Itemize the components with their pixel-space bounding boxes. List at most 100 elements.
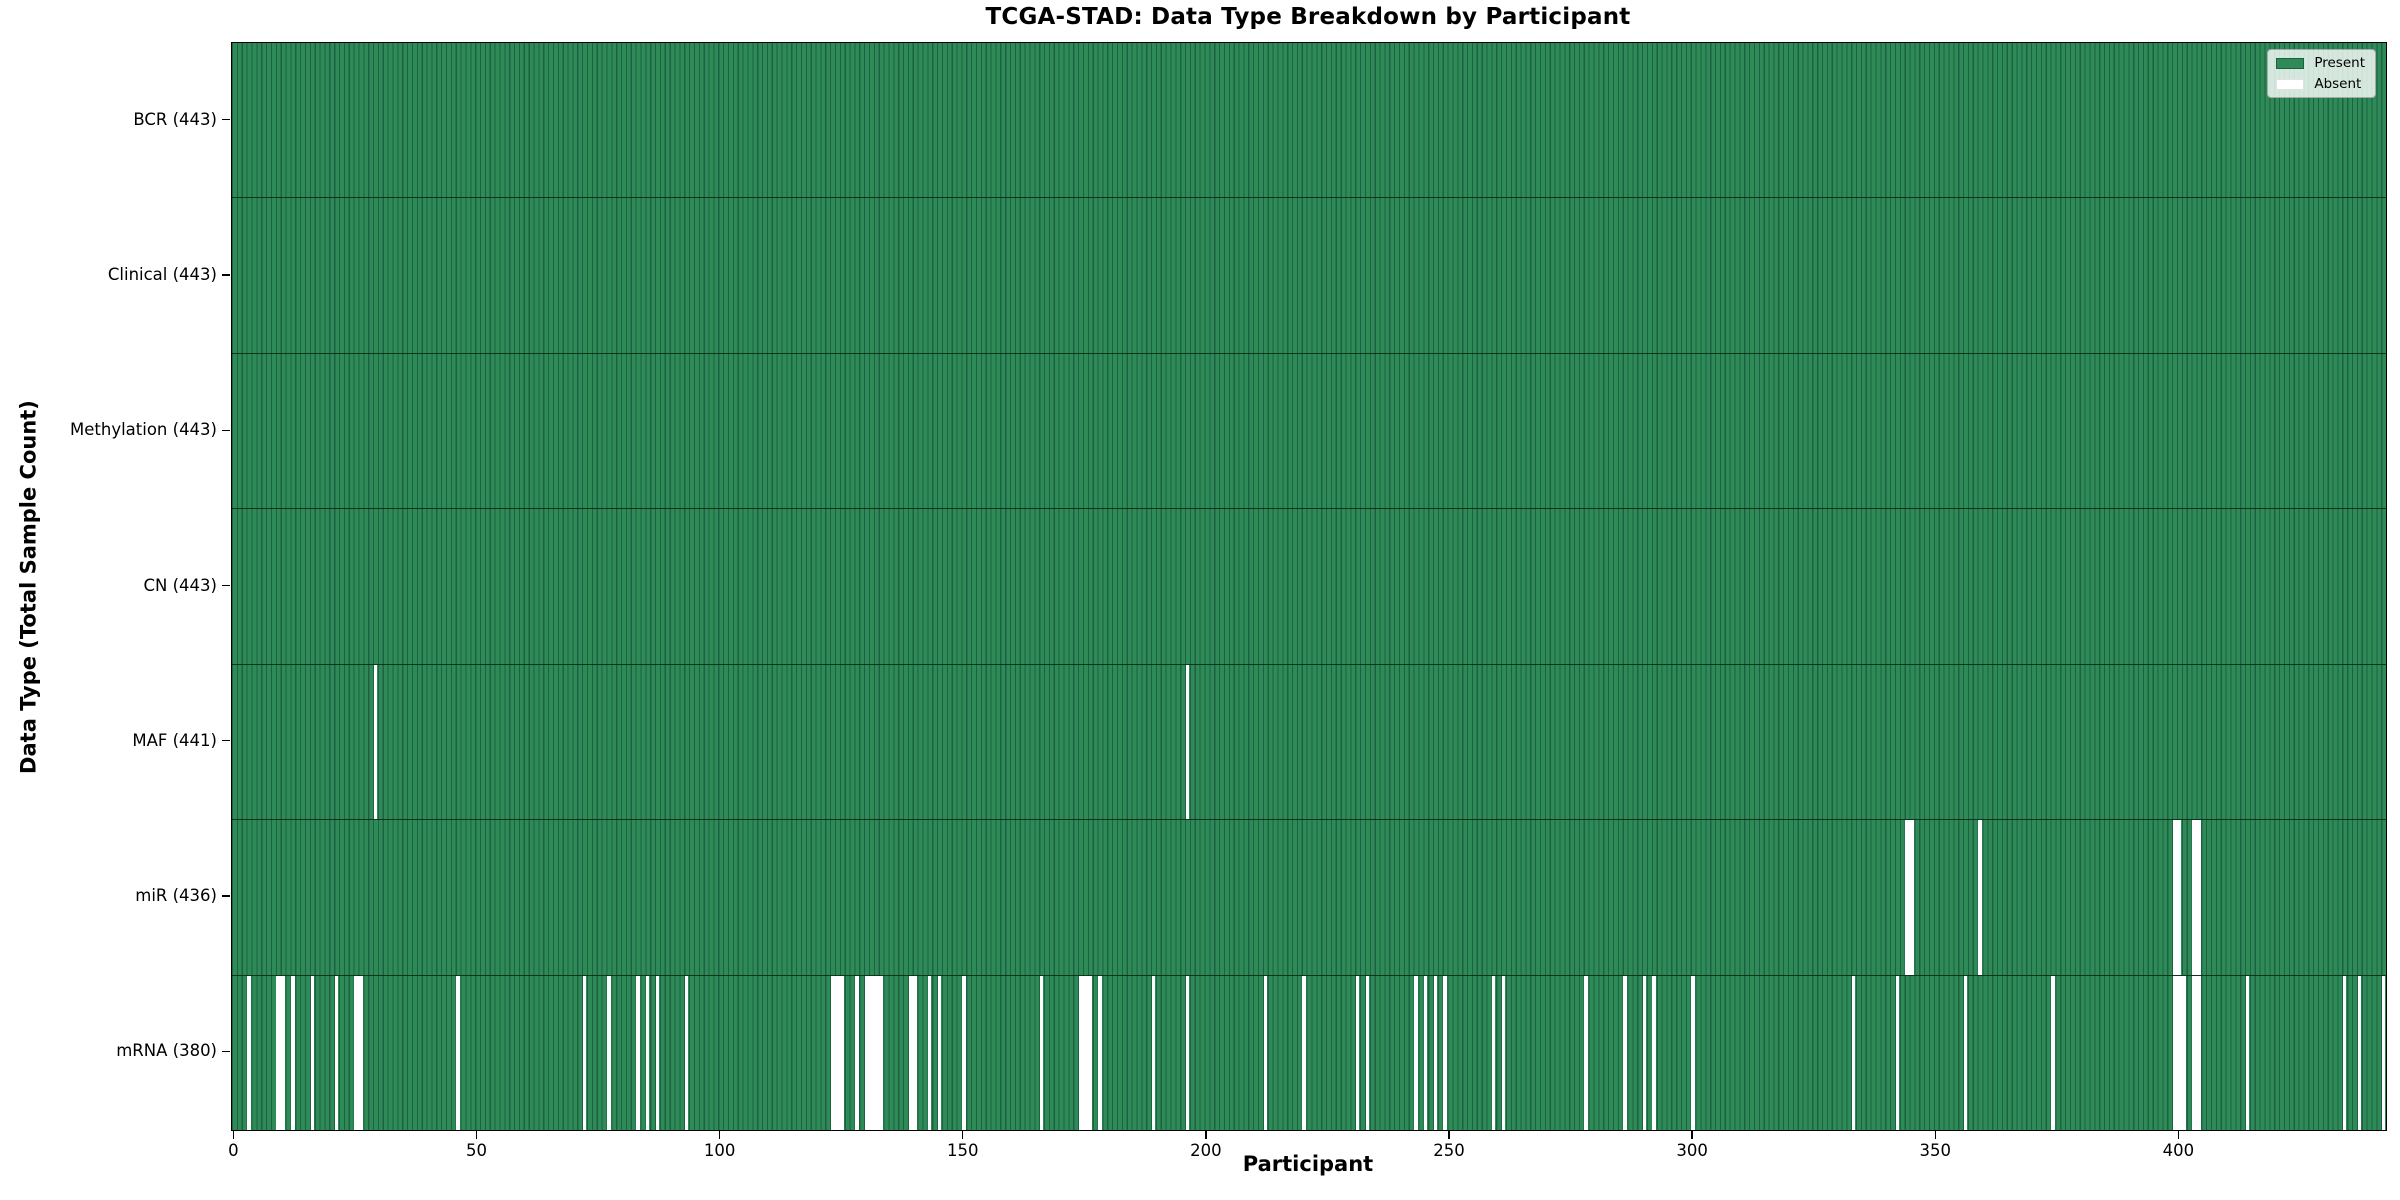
y-tick-label-mir: miR (436) — [135, 886, 217, 906]
plot-area: Present Absent — [231, 42, 2387, 1131]
y-tick-mark — [222, 740, 230, 742]
row-band-bcr — [232, 43, 2386, 199]
present-swatch-icon — [2276, 57, 2305, 69]
absent-gap — [2192, 820, 2201, 975]
row-band-mir — [232, 820, 2386, 976]
x-tick-label: 0 — [228, 1141, 239, 1160]
absent-gap — [2192, 975, 2201, 1130]
row-band-cn — [232, 509, 2386, 665]
x-tick-label: 100 — [703, 1141, 736, 1160]
absent-gap — [1098, 975, 1102, 1130]
x-tick-label: 300 — [1676, 1141, 1708, 1160]
row-band-methylation — [232, 353, 2386, 510]
absent-gap — [1423, 975, 1428, 1130]
y-tick-label-methylation: Methylation (443) — [70, 420, 217, 440]
absent-gap — [373, 664, 378, 820]
absent-gap — [2172, 820, 2182, 975]
y-tick-mark — [222, 584, 230, 587]
y-tick-label-cn: CN (443) — [143, 575, 217, 595]
absent-gap — [928, 975, 932, 1130]
absent-gap — [937, 975, 942, 1130]
absent-gap — [830, 975, 844, 1130]
absent-gap — [1895, 975, 1900, 1130]
absent-gap — [1642, 975, 1647, 1130]
absent-gap — [646, 975, 650, 1130]
legend-label-present: Present — [2314, 55, 2365, 71]
absent-gap — [247, 975, 251, 1130]
legend: Present Absent — [2267, 49, 2376, 98]
absent-gap — [1584, 975, 1588, 1130]
x-tick-mark — [1691, 1131, 1693, 1139]
absent-gap — [636, 975, 640, 1130]
y-tick-label-maf: MAF (441) — [132, 730, 217, 750]
x-tick-mark — [718, 1131, 721, 1139]
absent-gap — [2172, 975, 2186, 1130]
absent-gap — [1905, 820, 1914, 975]
x-tick-label: 400 — [2162, 1141, 2195, 1160]
legend-label-absent: Absent — [2314, 76, 2362, 92]
absent-gap — [2051, 975, 2055, 1130]
row-band-clinical — [232, 198, 2386, 354]
absent-gap — [1302, 975, 1306, 1130]
absent-gap — [864, 975, 883, 1130]
x-tick-mark — [1205, 1131, 1207, 1139]
absent-gap — [684, 975, 689, 1130]
absent-gap — [2342, 975, 2347, 1130]
absent-gap — [1078, 975, 1092, 1130]
absent-swatch-icon — [2276, 78, 2305, 90]
y-tick-label-bcr: BCR (443) — [133, 109, 217, 129]
y-tick-label-mrna: mRNA (380) — [116, 1041, 217, 1061]
x-tick-label: 150 — [947, 1141, 979, 1160]
y-tick-mark — [222, 429, 230, 431]
absent-gap — [1433, 975, 1438, 1130]
absent-gap — [1151, 975, 1156, 1130]
absent-gap — [855, 975, 859, 1130]
x-tick-mark — [1934, 1131, 1936, 1139]
absent-gap — [1263, 975, 1267, 1130]
x-tick-mark — [2177, 1131, 2180, 1139]
x-tick-mark — [475, 1131, 478, 1139]
x-tick-label: 350 — [1919, 1141, 1951, 1160]
absent-gap — [1652, 975, 1656, 1130]
absent-gap — [1691, 975, 1695, 1130]
absent-gap — [1443, 975, 1447, 1130]
legend-item-absent: Absent — [2276, 76, 2365, 92]
absent-gap — [607, 975, 611, 1130]
absent-gap — [2245, 975, 2250, 1130]
x-tick-label: 250 — [1433, 1141, 1465, 1160]
x-tick-mark — [1448, 1131, 1450, 1139]
absent-gap — [1355, 975, 1360, 1130]
absent-gap — [1492, 975, 1496, 1130]
absent-gap — [456, 975, 460, 1130]
absent-gap — [1365, 975, 1370, 1130]
absent-gap — [276, 975, 285, 1130]
y-tick-mark — [222, 274, 230, 276]
row-band-mrna — [232, 975, 2386, 1130]
row-bands-container — [232, 43, 2386, 1130]
absent-gap — [1039, 975, 1044, 1130]
x-tick-mark — [232, 1131, 235, 1139]
x-tick-mark — [962, 1131, 964, 1139]
y-tick-label-clinical: Clinical (443) — [107, 264, 217, 284]
absent-gap — [354, 975, 363, 1130]
y-tick-mark — [222, 118, 230, 121]
absent-gap — [1501, 975, 1506, 1130]
absent-gap — [1978, 820, 1982, 975]
absent-gap — [908, 975, 917, 1130]
chart-title: TCGA-STAD: Data Type Breakdown by Partic… — [985, 4, 1631, 30]
absent-gap — [2381, 975, 2386, 1130]
absent-gap — [291, 975, 295, 1130]
absent-gap — [1623, 975, 1627, 1130]
y-tick-mark — [222, 895, 230, 897]
absent-gap — [582, 975, 587, 1130]
absent-gap — [1185, 975, 1190, 1130]
x-axis-title: Participant — [1242, 1152, 1374, 1176]
absent-gap — [655, 975, 660, 1130]
x-tick-label: 200 — [1190, 1141, 1222, 1160]
absent-gap — [310, 975, 314, 1130]
absent-gap — [1963, 975, 1968, 1130]
absent-gap — [334, 975, 339, 1130]
row-band-maf — [232, 664, 2386, 821]
x-tick-label: 50 — [466, 1141, 488, 1160]
